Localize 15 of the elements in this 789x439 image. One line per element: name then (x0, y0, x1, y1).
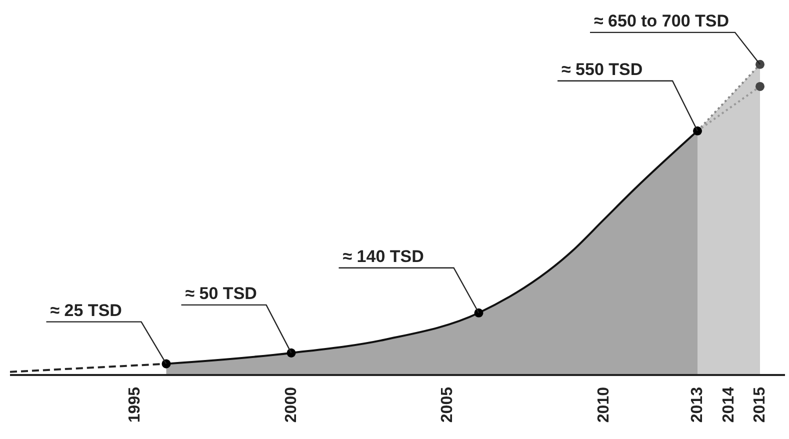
annotation: ≈ 550 TSD (562, 60, 643, 79)
x-tick-label: 2010 (595, 386, 612, 423)
point (755, 60, 765, 69)
annotation: ≈ 650 to 700 TSD (594, 11, 729, 30)
point (755, 82, 765, 91)
annotation: ≈ 25 TSD (50, 300, 122, 320)
point (692, 126, 702, 136)
annotation: ≈ 50 TSD (185, 284, 257, 303)
x-tick-label: 1995 (126, 386, 144, 423)
x-tick-label: 2015 (752, 386, 768, 423)
x-tick-label: 2013 (689, 386, 706, 423)
x-tick-label: 2000 (282, 386, 300, 423)
x-tick-label: 2014 (720, 386, 738, 423)
annotation: ≈ 140 TSD (342, 246, 424, 266)
x-tick-label: 2005 (439, 386, 456, 423)
